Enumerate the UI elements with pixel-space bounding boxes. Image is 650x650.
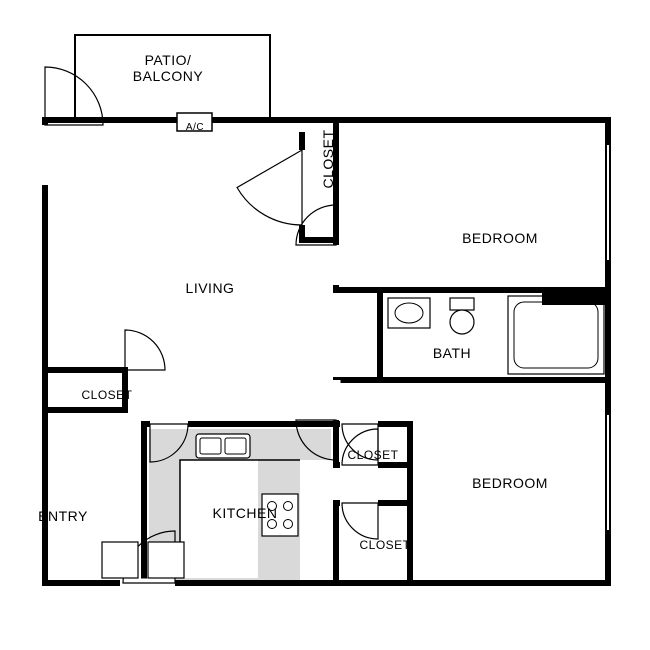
- label-closet_br2: CLOSET: [350, 538, 420, 552]
- tub-header: [542, 291, 606, 305]
- toilet-tank: [450, 298, 474, 310]
- label-entry: ENTRY: [33, 508, 93, 524]
- label-living: LIVING: [160, 280, 260, 296]
- tub: [508, 296, 604, 374]
- label-kitchen: KITCHEN: [195, 505, 295, 521]
- label-ac: A/C: [180, 122, 210, 133]
- label-closet_living: CLOSET: [72, 388, 142, 402]
- floorplan-svg: [0, 0, 650, 650]
- floorplan-canvas: PATIO/BALCONY A/C LIVING CLOSET CLOSET CLOSET…: [0, 0, 650, 650]
- label-closet_hall: CLOSET: [338, 448, 408, 462]
- label-bedroom1: BEDROOM: [440, 230, 560, 246]
- label-patio: PATIO/BALCONY: [108, 52, 228, 84]
- entry-appliance: [148, 542, 184, 578]
- label-bedroom2: BEDROOM: [450, 475, 570, 491]
- label-closet_tl: CLOSET: [320, 129, 336, 189]
- door-arc: [342, 503, 378, 539]
- entry-appliance: [102, 542, 138, 578]
- toilet-bowl: [450, 310, 474, 334]
- door-arc: [125, 330, 165, 370]
- label-bath: BATH: [412, 345, 492, 361]
- door-arc: [237, 150, 302, 225]
